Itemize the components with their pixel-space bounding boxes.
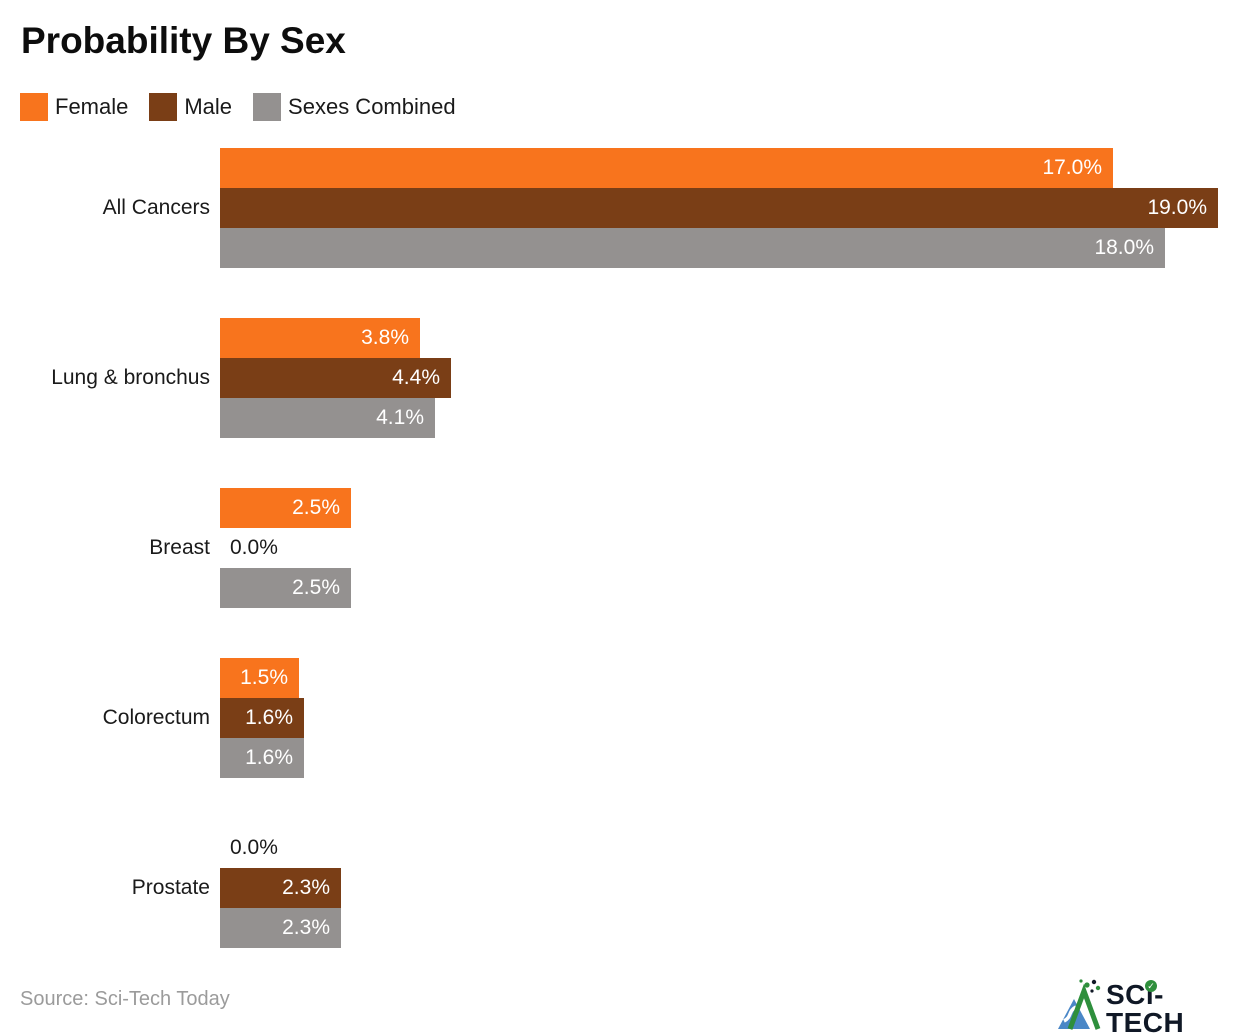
category-label: Breast bbox=[149, 536, 210, 559]
bars-column: 17.0% 19.0% 18.0% bbox=[220, 148, 1218, 268]
sci-tech-today-logo: SCi-TECH ✓ TODAY bbox=[1054, 977, 1240, 1036]
bar-row: 2.3% bbox=[220, 868, 341, 908]
bar-row: 17.0% bbox=[220, 148, 1218, 188]
source-caption: Source: Sci-Tech Today bbox=[20, 988, 230, 1010]
legend-label: Male bbox=[184, 94, 233, 119]
bars-column: 2.5% 0.0% 2.5% bbox=[220, 488, 351, 608]
bar-group: Breast 2.5% 0.0% 2.5% bbox=[0, 488, 1240, 608]
page-title: Probability By Sex bbox=[21, 20, 346, 61]
bar-sexes-combined: 1.6% bbox=[220, 738, 304, 778]
bar-male: 1.6% bbox=[220, 698, 304, 738]
legend-swatch bbox=[20, 93, 48, 121]
bar-male: 2.3% bbox=[220, 868, 341, 908]
bar-row: 4.1% bbox=[220, 398, 451, 438]
legend-swatch bbox=[253, 93, 282, 121]
bar-row: 2.3% bbox=[220, 908, 341, 948]
bar-row: 1.6% bbox=[220, 738, 304, 778]
bar-male: 4.4% bbox=[220, 358, 451, 398]
bar-row: 18.0% bbox=[220, 228, 1218, 268]
bar-row: 2.5% bbox=[220, 568, 351, 608]
bar-row: 1.6% bbox=[220, 698, 304, 738]
bar-chart: All Cancers 17.0% 19.0% 18.0% Lung & bronchu… bbox=[0, 148, 1240, 998]
bar-value-label: 1.6% bbox=[245, 746, 293, 769]
category-label: Lung & bronchus bbox=[51, 366, 210, 389]
bar-male: 19.0% bbox=[220, 188, 1218, 228]
bar-value-label: 2.3% bbox=[282, 916, 330, 939]
bar-sexes-combined: 2.3% bbox=[220, 908, 341, 948]
bar-value-label: 18.0% bbox=[1094, 236, 1154, 259]
legend-swatch bbox=[149, 93, 178, 121]
category-label: Colorectum bbox=[102, 706, 210, 729]
bar-sexes-combined: 18.0% bbox=[220, 228, 1165, 268]
bars-column: 1.5% 1.6% 1.6% bbox=[220, 658, 304, 778]
bar-value-zero-label: 0.0% bbox=[230, 536, 278, 559]
bar-group: All Cancers 17.0% 19.0% 18.0% bbox=[0, 148, 1240, 268]
bar-value-label: 2.5% bbox=[292, 496, 340, 519]
bars-column: 0.0% 2.3% 2.3% bbox=[220, 828, 341, 948]
bar-value-label: 2.5% bbox=[292, 576, 340, 599]
legend: Female Male Sexes Combined bbox=[20, 93, 477, 121]
bar-value-zero-label: 0.0% bbox=[230, 836, 278, 859]
bar-row: 2.5% bbox=[220, 488, 351, 528]
bar-row: 3.8% bbox=[220, 318, 451, 358]
bar-value-label: 3.8% bbox=[361, 326, 409, 349]
bar-group: Lung & bronchus 3.8% 4.4% 4.1% bbox=[0, 318, 1240, 438]
legend-item-female: Female bbox=[20, 93, 128, 121]
bar-value-label: 17.0% bbox=[1042, 156, 1102, 179]
logo-text: SCi-TECH ✓ TODAY bbox=[1106, 977, 1240, 1036]
bar-value-label: 4.1% bbox=[376, 406, 424, 429]
bar-value-label: 19.0% bbox=[1147, 196, 1207, 219]
bar-value-label: 4.4% bbox=[392, 366, 440, 389]
bars-column: 3.8% 4.4% 4.1% bbox=[220, 318, 451, 438]
bar-group: Colorectum 1.5% 1.6% 1.6% bbox=[0, 658, 1240, 778]
bar-female: 17.0% bbox=[220, 148, 1113, 188]
logo-check-icon: ✓ bbox=[1145, 980, 1157, 992]
legend-label: Sexes Combined bbox=[288, 94, 456, 119]
bar-row: 0.0% bbox=[220, 828, 341, 868]
bar-row: 0.0% bbox=[220, 528, 351, 568]
legend-item-male: Male bbox=[149, 93, 232, 121]
category-label: All Cancers bbox=[102, 196, 210, 219]
category-label: Prostate bbox=[131, 876, 210, 899]
bar-value-label: 2.3% bbox=[282, 876, 330, 899]
bar-row: 1.5% bbox=[220, 658, 304, 698]
bar-group: Prostate 0.0% 2.3% 2.3% bbox=[0, 828, 1240, 948]
bar-female: 3.8% bbox=[220, 318, 420, 358]
bar-value-label: 1.6% bbox=[245, 706, 293, 729]
bar-female: 2.5% bbox=[220, 488, 351, 528]
bar-row: 19.0% bbox=[220, 188, 1218, 228]
bar-row: 4.4% bbox=[220, 358, 451, 398]
bar-female: 1.5% bbox=[220, 658, 299, 698]
logo-mountain-icon bbox=[1054, 977, 1102, 1036]
bar-value-label: 1.5% bbox=[240, 666, 288, 689]
bar-sexes-combined: 4.1% bbox=[220, 398, 435, 438]
bar-sexes-combined: 2.5% bbox=[220, 568, 351, 608]
legend-item-sexes-combined: Sexes Combined bbox=[253, 93, 456, 121]
legend-label: Female bbox=[55, 94, 129, 119]
